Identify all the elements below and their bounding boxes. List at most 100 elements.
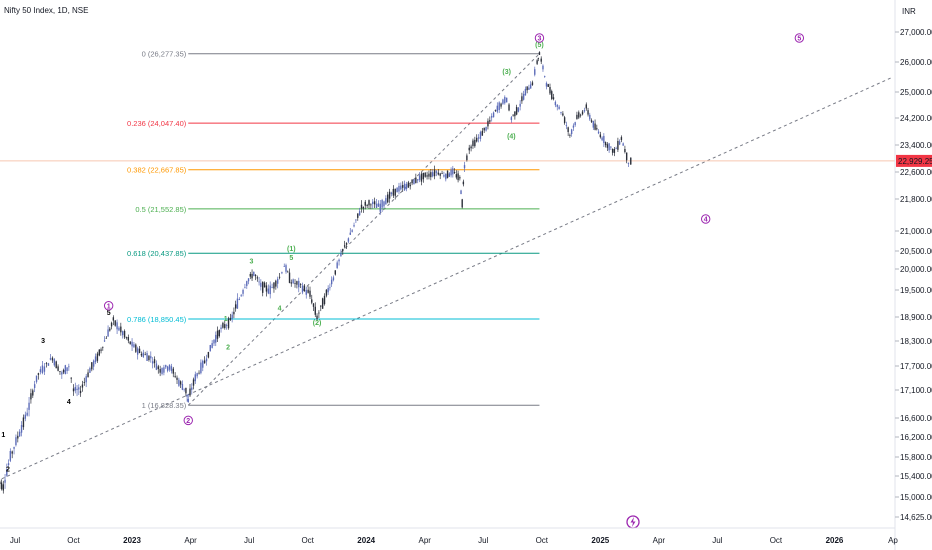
- candle-body: [247, 278, 250, 282]
- candle-body: [102, 346, 104, 348]
- fib-level-label: 0.382 (22,667.85): [127, 166, 187, 175]
- candle-body: [258, 281, 260, 283]
- y-tick-label: 24,200.00: [900, 114, 932, 123]
- candle-body: [35, 375, 38, 382]
- currency-label[interactable]: INR: [902, 7, 916, 16]
- channel-trend-line[interactable]: [187, 53, 540, 406]
- candle-body: [47, 363, 50, 366]
- candle-body: [549, 87, 551, 94]
- circled-wave-label[interactable]: 4: [700, 214, 711, 224]
- x-tick-label: Apr: [653, 536, 666, 545]
- candle-body: [357, 213, 359, 218]
- candle-body: [418, 175, 421, 180]
- candle-body: [594, 123, 596, 130]
- candle-body: [540, 58, 542, 62]
- x-tick-label: Jul: [244, 536, 254, 545]
- candle-body: [329, 287, 331, 289]
- candle-body: [98, 349, 100, 356]
- candle-body: [62, 369, 65, 373]
- wave-circle-text: 3: [538, 36, 542, 43]
- candle-body: [194, 374, 196, 382]
- candle-body: [603, 135, 605, 143]
- candle-body: [224, 324, 226, 329]
- candle-body: [517, 107, 520, 112]
- candle-body: [390, 192, 393, 194]
- candle-body: [196, 373, 198, 377]
- candle-body: [538, 52, 541, 55]
- fib-level-label: 0.5 (21,552.85): [135, 205, 186, 214]
- candle-body: [321, 298, 324, 309]
- candle-body: [225, 325, 228, 326]
- candle-body: [601, 137, 603, 141]
- candle-body: [349, 232, 351, 235]
- time-axis[interactable]: Jul Oct 2023 Apr Jul Oct 2024 Apr Jul Oct 2025 Apr J…: [10, 536, 899, 545]
- y-tick-label: 17,700.00: [900, 362, 932, 371]
- candle-body: [256, 277, 259, 279]
- candle-body: [336, 262, 338, 269]
- circled-wave-label[interactable]: 1: [103, 301, 114, 311]
- candle-body: [504, 97, 506, 104]
- x-tick-label: 2025: [591, 536, 609, 545]
- candle-body: [109, 328, 111, 331]
- candle-body: [387, 194, 389, 203]
- candle-body: [76, 388, 78, 391]
- candle-body: [200, 362, 202, 374]
- candle-body: [78, 387, 80, 390]
- wave-circle-text: 2: [186, 418, 190, 425]
- candle-body: [422, 172, 425, 180]
- circled-wave-label[interactable]: 3: [534, 33, 545, 43]
- candle-body: [103, 340, 106, 342]
- candle-body: [314, 306, 316, 315]
- candle-body: [213, 339, 215, 344]
- candle-body: [569, 134, 571, 136]
- candle-body: [299, 284, 302, 285]
- candle-body: [211, 343, 213, 348]
- candle-body: [596, 128, 598, 130]
- candle-body: [372, 201, 374, 205]
- circled-wave-label[interactable]: 2: [183, 415, 193, 426]
- candle-body: [120, 326, 122, 333]
- candle-body: [558, 106, 560, 109]
- candle-body: [18, 431, 21, 437]
- candle-body: [168, 364, 171, 370]
- candle-body: [66, 367, 68, 372]
- long-trend-line[interactable]: [0, 76, 894, 481]
- candle-body: [7, 463, 10, 466]
- candle-body: [51, 357, 54, 361]
- candle-body: [585, 104, 587, 109]
- wave-circle: [700, 214, 711, 224]
- candle-body: [554, 101, 557, 106]
- candle-body: [118, 327, 120, 331]
- price-axis[interactable]: 27,000.00 26,000.00 25,000.00 24,200.00 23,4…: [895, 28, 932, 522]
- circled-wave-label[interactable]: 5: [794, 33, 805, 43]
- candle-body: [472, 140, 474, 147]
- x-tick-label: Apr: [184, 536, 197, 545]
- wave-circle-text: 5: [797, 36, 801, 43]
- candle-body: [502, 99, 504, 104]
- candle-body: [446, 170, 449, 178]
- candle-body: [334, 270, 336, 275]
- candle-body: [620, 137, 623, 141]
- candles: [0, 51, 632, 494]
- candle-body: [430, 172, 432, 178]
- plot-area[interactable]: 0 (26,277.35) 0.236 (24,047.40) 0.382 (22,…: [0, 33, 895, 529]
- candle-body: [492, 112, 495, 118]
- candle-body: [526, 86, 528, 91]
- wave-label: 4: [67, 399, 71, 406]
- candle-body: [461, 199, 463, 208]
- candle-body: [613, 148, 616, 153]
- candle-body: [0, 482, 3, 490]
- candle-body: [358, 211, 361, 216]
- candle-body: [33, 384, 36, 388]
- candle-body: [170, 366, 173, 372]
- y-tick-label: 14,625.00: [900, 513, 932, 522]
- candle-body: [528, 87, 530, 90]
- candle-body: [320, 305, 322, 307]
- event-marker[interactable]: [626, 515, 640, 529]
- candle-body: [57, 366, 59, 371]
- candle-body: [307, 289, 309, 293]
- candle-body: [581, 111, 584, 115]
- candle-body: [2, 484, 4, 491]
- candle-body: [498, 102, 500, 111]
